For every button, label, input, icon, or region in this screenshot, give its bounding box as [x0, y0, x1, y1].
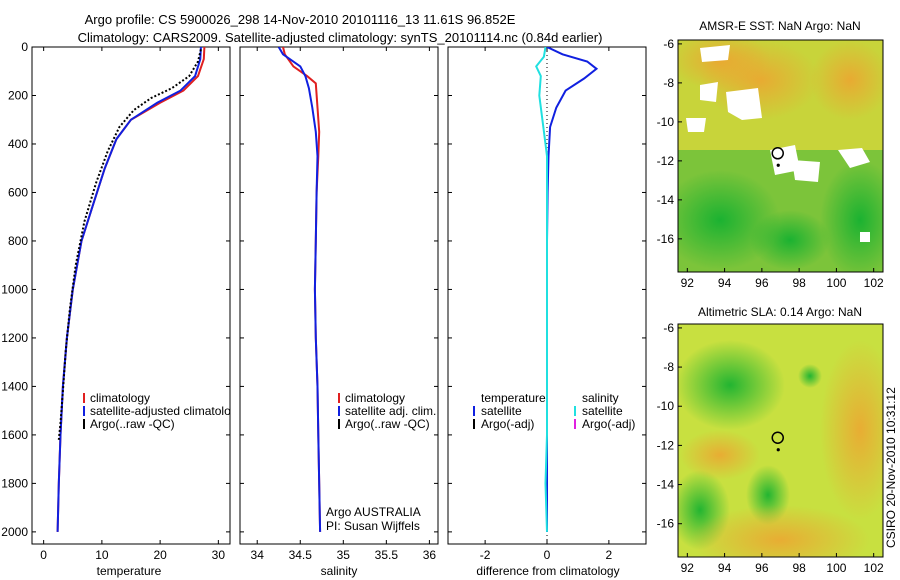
- series-satellite: [277, 47, 322, 532]
- temperature-xlabel: temperature: [97, 564, 162, 578]
- x-tick-label: 35.5: [375, 548, 399, 562]
- sst-map-axes: [677, 39, 884, 273]
- salinity-series: [277, 47, 322, 532]
- x-tick-label: 20: [153, 548, 167, 562]
- sla-map-image: [678, 324, 883, 557]
- y-tick-label: -16: [657, 232, 675, 246]
- x-tick-label: 102: [864, 561, 884, 575]
- x-tick-label: 36: [423, 548, 437, 562]
- y-tick-label: 1600: [1, 428, 28, 442]
- y-tick-label: 0: [21, 40, 28, 54]
- sla-map-axes: [677, 323, 884, 558]
- temperature-legend: climatology satellite-adjusted climatolo…: [83, 391, 243, 431]
- temperature-series: [56, 47, 206, 532]
- sla-map-title: Altimetric SLA: 0.14 Argo: NaN: [698, 305, 862, 319]
- x-tick-label: 94: [718, 276, 732, 290]
- y-tick-label: -8: [663, 76, 674, 90]
- difference-legend: temperature satellite Argo(-adj) salinit…: [473, 391, 635, 431]
- y-tick-label: 2000: [1, 525, 28, 539]
- y-tick-label: 800: [8, 234, 28, 248]
- x-tick-label: 96: [755, 276, 769, 290]
- salinity-legend: climatology satellite adj. clim. Argo(..…: [338, 391, 436, 431]
- salinity-axes: [239, 46, 439, 545]
- y-tick-label: -6: [663, 37, 674, 51]
- x-tick-label: 98: [792, 561, 806, 575]
- y-tick-label: -12: [657, 438, 675, 452]
- legend-label-temp-argo: Argo(-adj): [481, 417, 534, 431]
- y-tick-label: -10: [657, 399, 675, 413]
- float-track-point: [776, 448, 780, 452]
- float-track-point: [776, 163, 780, 167]
- legend-label-sal-argo: Argo(-adj): [582, 417, 635, 431]
- timestamp-label: CSIRO 20-Nov-2010 10:31:12: [884, 387, 898, 548]
- float-position-marker: [771, 431, 784, 445]
- y-tick-label: -10: [657, 115, 675, 129]
- legend-label-climatology: climatology: [90, 391, 150, 405]
- difference-series: [535, 47, 599, 532]
- y-tick-label: 1400: [1, 379, 28, 393]
- salinity-xlabel: salinity: [321, 564, 358, 578]
- legend-label-climatology: climatology: [345, 391, 405, 405]
- x-tick-label: 30: [212, 548, 226, 562]
- temperature-axes: [31, 46, 231, 545]
- x-tick-label: 100: [826, 276, 846, 290]
- x-tick-label: 0: [40, 548, 47, 562]
- x-tick-label: 35: [337, 548, 351, 562]
- x-tick-label: 34: [251, 548, 265, 562]
- difference-xlabel: difference from climatology: [476, 564, 619, 578]
- y-tick-label: 1800: [1, 476, 28, 490]
- legend-title-salinity: salinity: [582, 391, 619, 405]
- x-tick-label: 100: [826, 561, 846, 575]
- x-tick-label: 92: [681, 561, 695, 575]
- legend-label-satellite: satellite adj. clim.: [345, 404, 436, 418]
- y-tick-label: -16: [657, 517, 675, 531]
- y-tick-label: 1200: [1, 331, 28, 345]
- y-tick-label: 400: [8, 137, 28, 151]
- legend-label-sal-satellite: satellite: [582, 404, 623, 418]
- y-tick-label: -14: [657, 193, 675, 207]
- x-tick-label: 0: [544, 548, 551, 562]
- legend-label-satellite: satellite-adjusted climatology: [90, 404, 243, 418]
- y-tick-label: 600: [8, 185, 28, 199]
- x-tick-label: 34.5: [289, 548, 313, 562]
- sst-map-title: AMSR-E SST: NaN Argo: NaN: [699, 19, 860, 33]
- pi-note: PI: Susan Wijffels: [326, 519, 420, 533]
- legend-title-temperature: temperature: [481, 391, 546, 405]
- chart-title-line1: Argo profile: CS 5900026_298 14-Nov-2010…: [85, 12, 516, 27]
- x-tick-label: 96: [755, 561, 769, 575]
- y-tick-label: -6: [663, 321, 674, 335]
- y-tick-label: -12: [657, 154, 675, 168]
- float-position-marker: [771, 147, 784, 160]
- y-tick-label: 200: [8, 88, 28, 102]
- series-argo: [57, 49, 202, 440]
- x-tick-label: 94: [718, 561, 732, 575]
- sst-map-image: [678, 40, 883, 272]
- y-tick-label: -8: [663, 360, 674, 374]
- x-tick-label: 102: [864, 276, 884, 290]
- x-tick-label: -2: [480, 548, 491, 562]
- legend-label-temp-satellite: satellite: [481, 404, 522, 418]
- series-salinity-satellite: [535, 47, 548, 532]
- x-tick-label: 98: [792, 276, 806, 290]
- argo-program-note: Argo AUSTRALIA: [326, 505, 421, 519]
- x-tick-label: 2: [606, 548, 613, 562]
- chart-title-line2: Climatology: CARS2009. Satellite-adjuste…: [78, 30, 603, 45]
- x-tick-label: 10: [95, 548, 109, 562]
- legend-label-argo: Argo(..raw -QC): [345, 417, 430, 431]
- legend-label-argo: Argo(..raw -QC): [90, 417, 175, 431]
- x-tick-label: 92: [681, 276, 695, 290]
- y-tick-label: 1000: [1, 282, 28, 296]
- y-tick-label: -14: [657, 478, 675, 492]
